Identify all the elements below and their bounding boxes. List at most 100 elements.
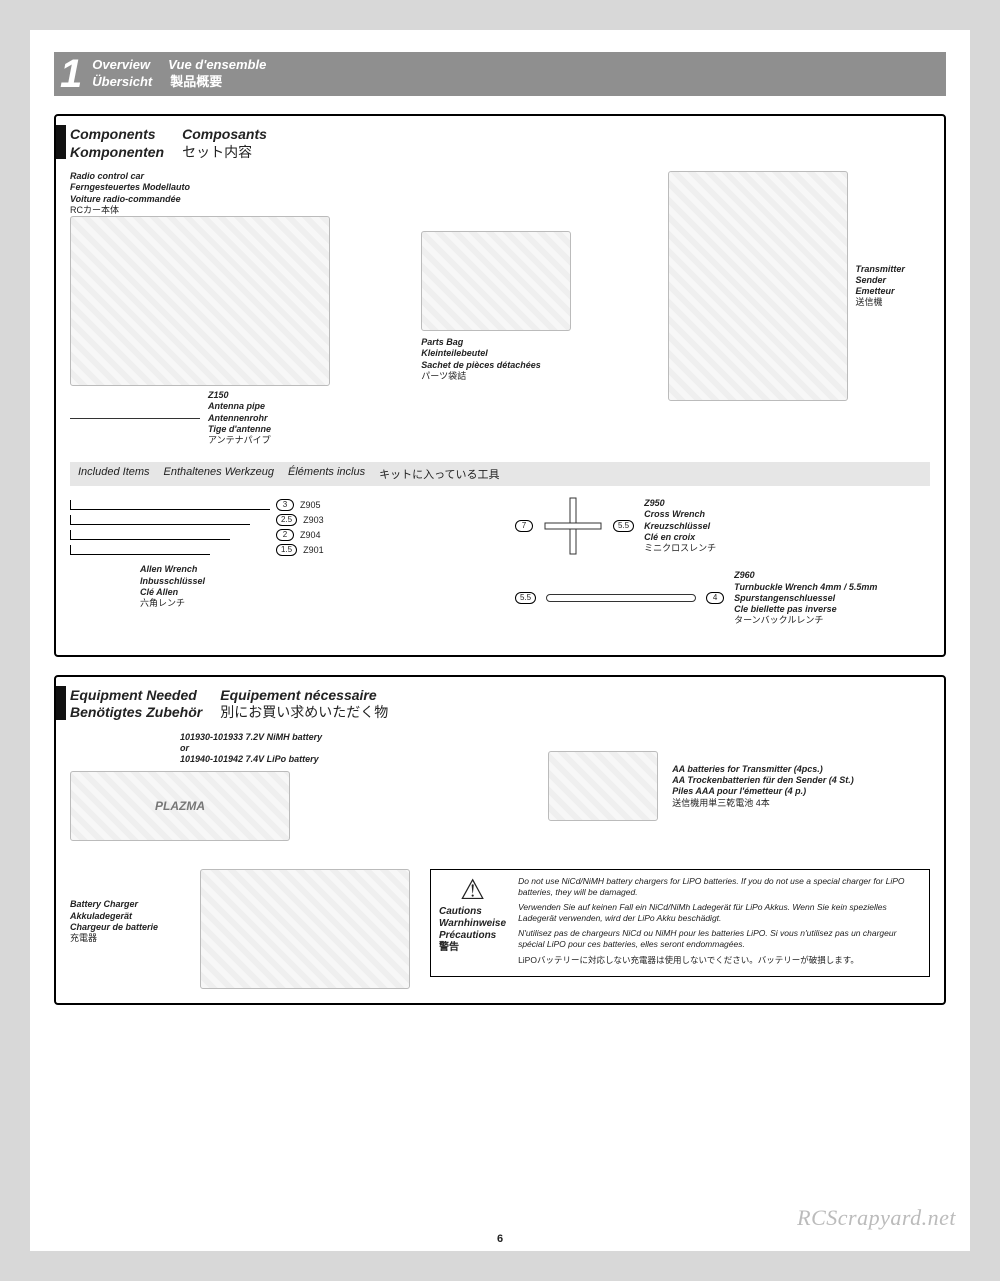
allen-3 (70, 500, 270, 510)
charger-label: Battery Charger Akkuladegerät Chargeur d… (70, 869, 180, 944)
caution-fr: N'utilisez pas de chargeurs NiCd ou NiMH… (518, 928, 921, 950)
section-header: 1 Overview Vue d'ensemble Übersicht 製品概要 (54, 52, 946, 96)
cross-part: Z950 (644, 498, 716, 509)
allen-3-part: Z905 (300, 500, 321, 511)
transmitter-label: Transmitter Sender Emetteur 送信機 (856, 264, 905, 309)
car-de: Ferngesteuertes Modellauto (70, 182, 411, 193)
section-title-de: Übersicht (92, 74, 152, 91)
manual-page: 1 Overview Vue d'ensemble Übersicht 製品概要… (30, 30, 970, 1251)
car-jp: RCカー本体 (70, 205, 411, 216)
cross-size-55: 5.5 (613, 520, 634, 532)
equip-title-jp: 別にお買い求めいただく物 (220, 704, 388, 722)
title-tab (56, 686, 66, 720)
battery-illustration: PLAZMA (70, 771, 290, 841)
watermark: RCScrapyard.net (797, 1205, 956, 1231)
allen-de: Inbusschlüssel (140, 576, 485, 587)
allen-25-part: Z903 (303, 515, 324, 526)
caution-en-lbl: Cautions (439, 906, 506, 918)
aa-fr: Piles AAA pour l'émetteur (4 p.) (672, 786, 854, 797)
antenna-label: Z150 Antenna pipe Antennenrohr Tige d'an… (208, 390, 271, 446)
cross-fr: Clé en croix (644, 532, 716, 543)
charger-fr: Chargeur de batterie (70, 922, 180, 933)
aa-en: AA batteries for Transmitter (4pcs.) (672, 764, 854, 775)
section-number: 1 (60, 54, 82, 94)
antenna-part: Z150 (208, 390, 271, 401)
cross-en: Cross Wrench (644, 509, 716, 520)
caution-en: Do not use NiCd/NiMH battery chargers fo… (518, 876, 921, 898)
allen-15 (70, 545, 270, 555)
caution-de-lbl: Warnhinweise (439, 918, 506, 930)
included-subheader: Included Items Enthaltenes Werkzeug Élém… (70, 462, 930, 486)
title-tab (56, 125, 66, 159)
tb-en: Turnbuckle Wrench 4mm / 5.5mm (734, 582, 877, 593)
included-jp: キットに入っている工具 (379, 466, 499, 482)
section-title-en: Overview (92, 57, 150, 74)
battery-lipo: 101940-101942 7.4V LiPo battery (180, 754, 528, 765)
turnbuckle-label: Z960 Turnbuckle Wrench 4mm / 5.5mm Spurs… (734, 570, 877, 626)
antenna-illustration (70, 418, 200, 419)
bag-en: Parts Bag (421, 337, 657, 348)
bag-label: Parts Bag Kleinteilebeutel Sachet de piè… (421, 337, 657, 382)
antenna-fr: Tige d'antenne (208, 424, 271, 435)
tb-fr: Cle biellette pas inverse (734, 604, 877, 615)
antenna-en: Antenna pipe (208, 401, 271, 412)
aa-batteries-illustration (548, 751, 658, 821)
antenna-jp: アンテナパイプ (208, 435, 271, 446)
aa-label: AA batteries for Transmitter (4pcs.) AA … (672, 764, 854, 809)
bag-de: Kleinteilebeutel (421, 348, 657, 359)
aa-de: AA Trockenbatterien für den Sender (4 St… (672, 775, 854, 786)
car-illustration (70, 216, 330, 386)
battery-label: 101930-101933 7.2V NiMH battery or 10194… (180, 732, 528, 766)
section-titles: Overview Vue d'ensemble Übersicht 製品概要 (92, 57, 266, 91)
tx-jp: 送信機 (856, 297, 905, 308)
caution-jp-lbl: 警告 (439, 942, 506, 954)
charger-en: Battery Charger (70, 899, 180, 910)
warning-icon: ⚠ (460, 876, 485, 904)
section-title-jp: 製品概要 (170, 74, 222, 91)
tb-jp: ターンバックルレンチ (734, 615, 877, 626)
page-number: 6 (497, 1233, 503, 1245)
charger-jp: 充電器 (70, 933, 180, 944)
car-label: Radio control car Ferngesteuertes Modell… (70, 171, 411, 216)
equip-title-fr: Equipement nécessaire (220, 687, 388, 705)
car-en: Radio control car (70, 171, 411, 182)
panel-equipment-title: Equipment Needed Benötigtes Zubehör Equi… (70, 687, 930, 722)
allen-wrench-block: 3Z905 2.5Z903 2Z904 1.5Z901 Allen Wrench… (70, 496, 485, 640)
included-grid: 3Z905 2.5Z903 2Z904 1.5Z901 Allen Wrench… (70, 496, 930, 640)
included-en: Included Items (78, 466, 150, 482)
turnbuckle-illustration (546, 594, 696, 602)
charger-de: Akkuladegerät (70, 911, 180, 922)
allen-3-size: 3 (276, 499, 294, 511)
charger-illustration (200, 869, 410, 989)
allen-25 (70, 515, 270, 525)
allen-2 (70, 530, 270, 540)
allen-25-size: 2.5 (276, 514, 297, 526)
wrench-block: 7 5.5 Z950 Cross Wrench Kreuzschlüssel C… (515, 496, 930, 640)
caution-box: ⚠ Cautions Warnhinweise Précautions 警告 D… (430, 869, 930, 976)
panel-equipment: Equipment Needed Benötigtes Zubehör Equi… (54, 675, 946, 1006)
cross-de: Kreuzschlüssel (644, 521, 716, 532)
included-fr: Éléments inclus (288, 466, 365, 482)
caution-jp: LiPOバッテリーに対応しない充電器は使用しないでください。バッテリーが破損しま… (518, 955, 921, 966)
allen-2-part: Z904 (300, 530, 321, 541)
components-title-jp: セット内容 (182, 144, 267, 162)
battery-nimh: 101930-101933 7.2V NiMH battery (180, 732, 528, 743)
cross-jp: ミニクロスレンチ (644, 543, 716, 554)
battery-brand: PLAZMA (155, 799, 205, 814)
panel-components-title: Components Komponenten Composants セット内容 (70, 126, 930, 161)
caution-de: Verwenden Sie auf keinen Fall ein NiCd/N… (518, 902, 921, 924)
allen-label: Allen Wrench Inbusschlüssel Clé Allen 六角… (140, 564, 485, 609)
battery-or: or (180, 743, 528, 754)
tx-de: Sender (856, 275, 905, 286)
components-title-en: Components (70, 126, 164, 144)
parts-bag-illustration (421, 231, 571, 331)
panel-components: Components Komponenten Composants セット内容 … (54, 114, 946, 657)
cross-label: Z950 Cross Wrench Kreuzschlüssel Clé en … (644, 498, 716, 554)
tb-de: Spurstangenschluessel (734, 593, 877, 604)
equip-title-en: Equipment Needed (70, 687, 202, 705)
equip-title-de: Benötigtes Zubehör (70, 704, 202, 722)
tx-en: Transmitter (856, 264, 905, 275)
antenna-de: Antennenrohr (208, 413, 271, 424)
tb-part: Z960 (734, 570, 877, 581)
transmitter-illustration (668, 171, 848, 401)
